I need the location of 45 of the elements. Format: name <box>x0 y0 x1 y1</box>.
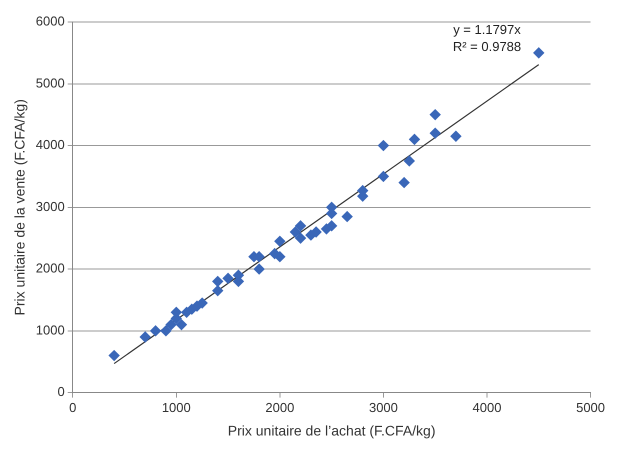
point <box>212 276 224 287</box>
point <box>408 134 420 145</box>
point <box>140 332 151 343</box>
point <box>108 350 120 362</box>
y-tick-label: 1000 <box>36 322 65 338</box>
point <box>378 170 389 182</box>
y-tick-label: 0 <box>57 384 65 400</box>
x-tick-label: 5000 <box>576 400 605 415</box>
point <box>176 319 187 330</box>
point <box>378 140 389 152</box>
point <box>450 130 462 142</box>
y-tick-label: 3000 <box>36 198 65 214</box>
point <box>295 232 306 244</box>
point <box>212 285 224 296</box>
point <box>326 220 338 232</box>
point <box>404 155 415 166</box>
x-tick-label: 4000 <box>472 400 502 415</box>
point <box>274 236 286 247</box>
point <box>274 251 286 262</box>
point <box>310 226 322 238</box>
x-tick-label: 3000 <box>368 400 398 415</box>
annotation: R² = 0.9788 <box>452 39 522 54</box>
point <box>533 47 544 58</box>
point <box>222 272 234 284</box>
x-axis-title: Prix unitaire de l’achat (F.CFA/kg) <box>228 422 436 438</box>
y-tick-label: 2000 <box>36 260 65 276</box>
annotation: y = 1.1797x <box>453 22 522 37</box>
point <box>290 226 301 238</box>
x-tick-label: 2000 <box>265 400 294 415</box>
x-tick-label: 0 <box>69 400 76 415</box>
point <box>160 325 172 336</box>
point <box>196 298 208 309</box>
point <box>295 220 306 232</box>
point <box>254 264 265 275</box>
y-axis-title: Prix unitaire de la vente (F.CFA/kg) <box>11 99 28 316</box>
point <box>398 177 410 188</box>
y-tick-label: 6000 <box>36 14 65 29</box>
point <box>342 211 353 222</box>
point <box>166 319 177 330</box>
point <box>150 325 162 336</box>
point <box>430 109 441 120</box>
y-tick-label: 5000 <box>36 75 65 90</box>
point <box>430 128 441 139</box>
y-tick-label: 4000 <box>36 137 65 152</box>
x-tick-label: 1000 <box>162 400 191 415</box>
